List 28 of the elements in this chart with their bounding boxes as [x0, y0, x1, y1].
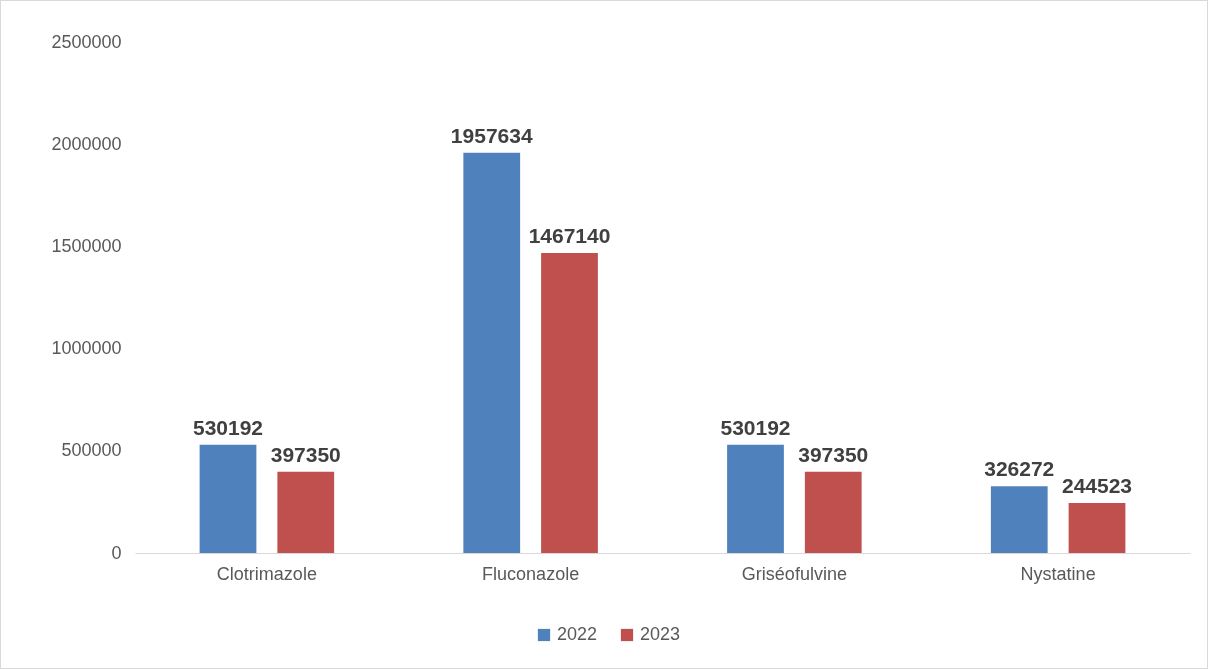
data-label: 530192 — [192, 415, 264, 439]
legend-label: 2023 — [640, 624, 681, 644]
bar — [199, 444, 257, 553]
y-tick-label: 1000000 — [51, 338, 122, 359]
y-tick-label: 1500000 — [51, 235, 122, 256]
y-tick-label: 500000 — [61, 440, 122, 461]
data-label: 244523 — [1061, 474, 1133, 498]
y-tick-label: 0 — [111, 542, 122, 563]
x-tick-label: Fluconazole — [482, 563, 580, 584]
bar — [727, 444, 784, 553]
bar — [990, 486, 1048, 553]
x-tick-label: Clotrimazole — [216, 563, 317, 584]
data-label: 397350 — [798, 442, 869, 466]
data-label: 1467140 — [528, 224, 611, 248]
x-tick-label: Nystatine — [1020, 563, 1096, 584]
legend-label: 2022 — [557, 624, 598, 644]
data-label: 397350 — [270, 442, 341, 466]
bar — [277, 471, 335, 553]
x-tick-label: Griséofulvine — [741, 563, 847, 584]
data-label: 326272 — [984, 457, 1055, 481]
bar — [1068, 503, 1126, 553]
bar — [463, 152, 521, 553]
y-tick-label: 2500000 — [51, 31, 122, 52]
y-tick-label: 2000000 — [51, 133, 122, 154]
bar — [541, 253, 598, 553]
bar — [804, 471, 862, 553]
data-label: 1957634 — [450, 123, 533, 147]
data-label: 530192 — [720, 415, 791, 439]
